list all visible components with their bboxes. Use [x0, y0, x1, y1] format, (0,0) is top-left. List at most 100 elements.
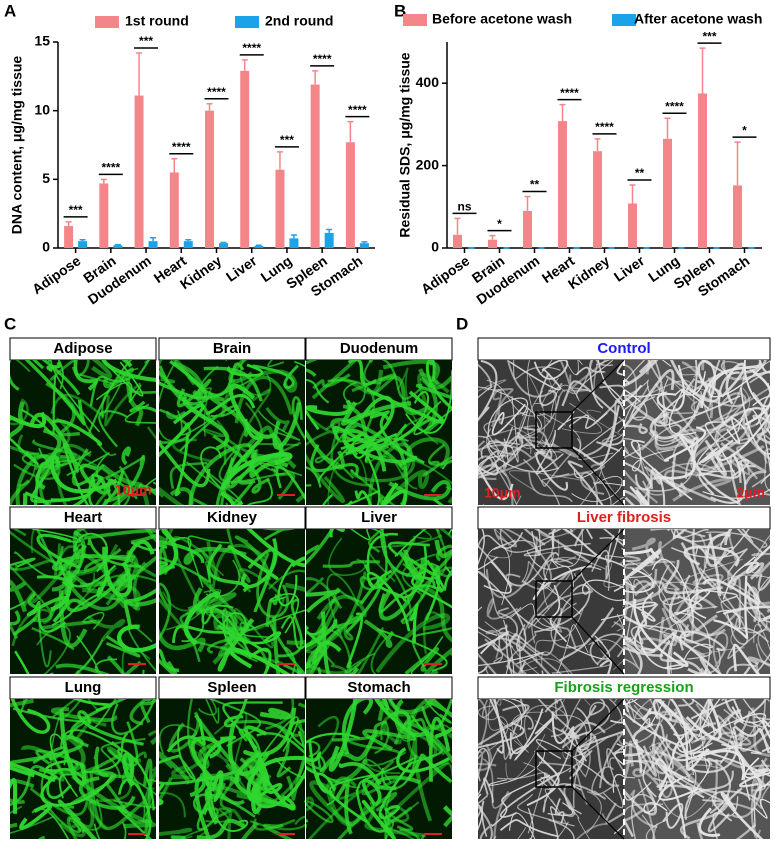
fiber	[159, 776, 173, 804]
micrograph	[306, 699, 452, 839]
fiber	[202, 735, 236, 792]
fiber	[586, 409, 624, 438]
fiber	[712, 631, 729, 674]
fiber	[505, 624, 544, 674]
fiber	[711, 790, 759, 822]
fiber	[374, 775, 421, 791]
fiber	[363, 619, 395, 649]
fiber	[596, 475, 624, 505]
fiber	[238, 568, 283, 600]
fiber	[548, 819, 575, 839]
bar	[289, 238, 299, 248]
fiber	[731, 459, 756, 477]
fiber	[379, 375, 428, 416]
fiber	[246, 478, 273, 505]
fiber	[411, 627, 452, 668]
fiber	[539, 372, 557, 406]
fiber	[549, 806, 561, 839]
fiber	[425, 360, 452, 411]
fiber	[407, 737, 433, 822]
fiber	[605, 802, 624, 824]
x-tick-label: Adipose	[29, 252, 84, 297]
fiber	[624, 560, 676, 570]
fiber	[325, 421, 373, 487]
fiber	[550, 798, 567, 825]
fiber	[752, 395, 770, 407]
fiber	[10, 579, 28, 613]
fiber	[284, 582, 305, 608]
bar	[558, 121, 567, 248]
fiber	[127, 624, 156, 672]
fiber	[362, 729, 417, 751]
error-bar	[79, 239, 86, 242]
fiber	[624, 637, 643, 674]
fiber	[171, 765, 192, 780]
fiber	[10, 411, 47, 429]
significance-label: *	[497, 217, 502, 231]
fiber	[552, 623, 577, 649]
fiber	[79, 463, 108, 495]
zoom-box	[535, 411, 573, 449]
fiber	[409, 603, 419, 643]
fiber	[487, 397, 529, 437]
y-tick-label: 200	[416, 156, 440, 172]
fiber	[95, 488, 112, 505]
fiber	[46, 361, 62, 373]
fiber	[350, 469, 406, 505]
fiber	[17, 417, 71, 458]
fiber	[679, 719, 710, 776]
fiber	[563, 783, 606, 810]
fiber	[757, 538, 770, 591]
fiber	[717, 574, 770, 619]
fiber	[683, 604, 743, 644]
fiber	[589, 360, 606, 374]
error-bar	[699, 47, 706, 94]
fiber	[306, 796, 315, 812]
error-bar	[150, 236, 157, 242]
significance-label: **	[530, 178, 540, 192]
fiber	[610, 719, 624, 724]
fiber	[737, 728, 770, 752]
fiber	[252, 818, 296, 831]
fiber	[699, 390, 751, 446]
fiber	[689, 436, 740, 505]
fiber	[147, 779, 156, 783]
fiber	[728, 562, 765, 584]
fiber	[243, 757, 264, 797]
error-bar	[241, 59, 248, 71]
fiber	[678, 699, 719, 733]
fiber	[478, 653, 497, 674]
fiber	[51, 530, 86, 592]
fiber	[306, 732, 360, 776]
error-bar	[361, 241, 368, 244]
fiber	[183, 547, 247, 565]
fiber	[404, 647, 440, 674]
fiber	[556, 624, 589, 674]
fiber	[259, 707, 292, 721]
fiber	[272, 616, 303, 674]
fiber	[566, 699, 581, 728]
fiber	[159, 782, 165, 806]
fiber	[124, 403, 156, 424]
fiber	[222, 701, 283, 750]
fiber	[488, 699, 509, 731]
fiber	[330, 417, 406, 456]
fiber	[478, 748, 490, 796]
fiber	[586, 791, 602, 834]
fiber	[591, 766, 614, 796]
fiber	[696, 822, 756, 839]
error-bar	[136, 52, 143, 96]
micrograph	[306, 529, 452, 674]
fiber	[637, 444, 666, 477]
fiber	[598, 730, 624, 789]
fiber	[277, 598, 303, 658]
fiber	[736, 784, 770, 810]
fiber	[730, 581, 770, 620]
error-bar	[255, 244, 262, 247]
fiber	[624, 572, 652, 588]
fiber	[713, 759, 755, 811]
significance-label: **	[635, 166, 645, 180]
fiber	[481, 699, 501, 718]
fiber	[329, 529, 345, 538]
fiber	[624, 401, 643, 460]
